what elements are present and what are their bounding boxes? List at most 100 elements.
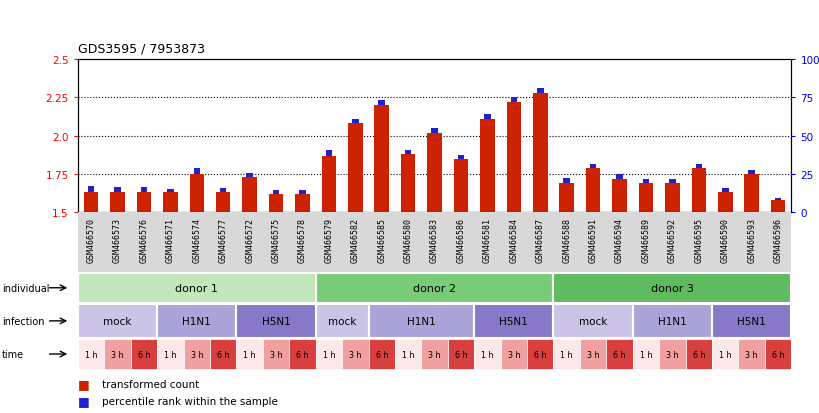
- Bar: [130, 339, 157, 369]
- Bar: [447, 339, 473, 369]
- Bar: [563, 178, 569, 184]
- Text: mock: mock: [328, 316, 356, 326]
- Text: infection: infection: [2, 316, 44, 326]
- Bar: [219, 188, 226, 193]
- Text: GSM466579: GSM466579: [324, 218, 333, 262]
- Text: H5N1: H5N1: [499, 316, 527, 326]
- Bar: [374, 106, 388, 213]
- Text: H5N1: H5N1: [261, 316, 290, 326]
- Text: donor 3: donor 3: [650, 283, 693, 293]
- Bar: [315, 273, 553, 303]
- Text: 1 h: 1 h: [322, 350, 335, 358]
- Bar: [473, 339, 500, 369]
- Bar: [368, 339, 395, 369]
- Bar: [78, 304, 157, 338]
- Text: 1 h: 1 h: [718, 350, 731, 358]
- Text: 1 h: 1 h: [481, 350, 493, 358]
- Text: 6 h: 6 h: [771, 350, 784, 358]
- Bar: [748, 171, 754, 174]
- Bar: [157, 339, 183, 369]
- Text: GSM466594: GSM466594: [614, 218, 623, 262]
- Text: 6 h: 6 h: [217, 350, 229, 358]
- Bar: [685, 339, 711, 369]
- Bar: [717, 193, 731, 213]
- Text: H5N1: H5N1: [736, 316, 765, 326]
- Bar: [589, 164, 595, 169]
- Bar: [527, 339, 553, 369]
- Text: GSM466591: GSM466591: [588, 218, 597, 262]
- Bar: [738, 339, 764, 369]
- Text: GSM466572: GSM466572: [245, 218, 254, 262]
- Text: 1 h: 1 h: [243, 350, 256, 358]
- Text: 3 h: 3 h: [665, 350, 678, 358]
- Text: GSM466577: GSM466577: [219, 218, 228, 262]
- Text: GSM466575: GSM466575: [271, 218, 280, 262]
- Bar: [315, 304, 368, 338]
- Bar: [612, 179, 626, 213]
- Bar: [189, 174, 204, 213]
- Text: GSM466582: GSM466582: [351, 218, 360, 262]
- Text: 6 h: 6 h: [692, 350, 704, 358]
- Bar: [658, 339, 685, 369]
- Text: 6 h: 6 h: [296, 350, 309, 358]
- Bar: [431, 129, 437, 133]
- Text: 6 h: 6 h: [455, 350, 467, 358]
- Bar: [84, 193, 98, 213]
- Text: 1 h: 1 h: [84, 350, 97, 358]
- Bar: [325, 151, 332, 156]
- Bar: [721, 189, 727, 193]
- Text: 3 h: 3 h: [269, 350, 282, 358]
- Text: GSM466576: GSM466576: [139, 218, 148, 262]
- Bar: [347, 124, 362, 213]
- Bar: [236, 304, 315, 338]
- Text: time: time: [2, 349, 24, 359]
- Bar: [744, 174, 758, 213]
- Bar: [295, 195, 310, 213]
- Bar: [553, 339, 579, 369]
- Bar: [695, 164, 701, 169]
- Text: GSM466586: GSM466586: [456, 218, 465, 262]
- Text: 3 h: 3 h: [190, 350, 203, 358]
- Bar: [421, 339, 447, 369]
- Text: 1 h: 1 h: [559, 350, 572, 358]
- Text: 3 h: 3 h: [586, 350, 599, 358]
- Text: 3 h: 3 h: [744, 350, 757, 358]
- Bar: [246, 174, 252, 178]
- Bar: [321, 156, 336, 213]
- Text: individual: individual: [2, 283, 49, 293]
- Bar: [263, 339, 289, 369]
- Bar: [764, 339, 790, 369]
- Text: donor 2: donor 2: [413, 283, 455, 293]
- Text: 6 h: 6 h: [138, 350, 150, 358]
- Text: GSM466580: GSM466580: [403, 218, 412, 262]
- Bar: [638, 184, 653, 213]
- Bar: [273, 190, 279, 195]
- Text: GSM466574: GSM466574: [192, 218, 201, 262]
- Bar: [553, 304, 632, 338]
- Bar: [78, 273, 315, 303]
- Text: 1 h: 1 h: [639, 350, 651, 358]
- Text: percentile rank within the sample: percentile rank within the sample: [102, 396, 278, 406]
- Text: GSM466590: GSM466590: [720, 218, 729, 262]
- Bar: [711, 339, 738, 369]
- Text: 6 h: 6 h: [533, 350, 546, 358]
- Text: GSM466570: GSM466570: [87, 218, 96, 262]
- Bar: [453, 159, 468, 213]
- Bar: [770, 200, 785, 213]
- Bar: [473, 304, 553, 338]
- Bar: [104, 339, 130, 369]
- Bar: [483, 114, 490, 119]
- Text: GSM466584: GSM466584: [509, 218, 518, 262]
- Bar: [351, 119, 358, 124]
- Bar: [163, 193, 178, 213]
- Text: mock: mock: [103, 316, 132, 326]
- Text: ■: ■: [78, 394, 89, 407]
- Bar: [242, 178, 256, 213]
- Bar: [137, 193, 151, 213]
- Bar: [110, 193, 124, 213]
- Bar: [532, 93, 547, 213]
- Text: 3 h: 3 h: [349, 350, 361, 358]
- Bar: [236, 339, 263, 369]
- Text: H1N1: H1N1: [406, 316, 435, 326]
- Text: 6 h: 6 h: [613, 350, 625, 358]
